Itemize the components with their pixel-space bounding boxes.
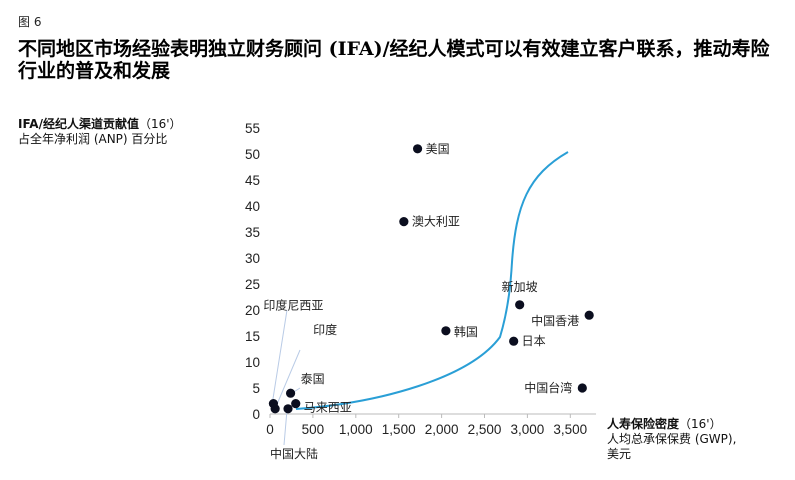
x-axis-label-bold: 人寿保险密度 — [607, 417, 680, 431]
x-tick-label: 1,500 — [382, 422, 416, 437]
point-label: 马来西亚 — [304, 401, 352, 415]
x-tick-label: 2,000 — [425, 422, 459, 437]
point-label: 中国香港 — [531, 313, 579, 328]
y-tick-label: 20 — [245, 303, 260, 318]
y-axis-label-line2: 占全年净利润 (ANP) 百分比 — [18, 132, 168, 146]
y-tick-label: 40 — [245, 199, 260, 214]
data-point — [291, 399, 301, 409]
point-label: 日本 — [522, 334, 546, 348]
y-tick-label: 55 — [245, 121, 260, 136]
y-tick-label: 45 — [245, 173, 260, 188]
x-tick-label: 2,500 — [468, 422, 502, 437]
data-point — [584, 310, 594, 320]
y-tick-label: 10 — [245, 355, 260, 370]
data-point — [515, 300, 525, 310]
data-point — [509, 336, 519, 346]
x-tick-label: 1,000 — [339, 422, 373, 437]
point-label: 中国大陆 — [270, 446, 318, 461]
data-point — [285, 388, 296, 398]
x-axis-label-line3: 美元 — [607, 447, 632, 461]
x-tick-label: 0 — [266, 422, 274, 437]
y-tick-label: 25 — [245, 277, 260, 292]
data-point — [283, 404, 293, 414]
data-point — [412, 144, 423, 154]
figure-label: 图 6 — [18, 15, 42, 29]
data-point — [399, 217, 409, 227]
y-tick-label: 0 — [252, 407, 260, 422]
point-label: 印度 — [313, 322, 337, 337]
x-axis-label: 人寿保险密度（16'） 人均总承保保费 (GWP), 美元 — [607, 417, 736, 462]
point-label: 美国 — [426, 142, 450, 156]
point-label: 澳大利亚 — [412, 215, 460, 229]
label-leader-line — [283, 409, 288, 446]
x-axis-label-suffix: （16'） — [679, 417, 722, 431]
y-tick-label: 15 — [245, 329, 260, 344]
y-tick-label: 50 — [245, 147, 260, 162]
y-axis-label-suffix: （16'） — [138, 117, 182, 131]
label-leader-line — [274, 349, 301, 410]
point-label: 泰国 — [301, 372, 325, 386]
data-point — [441, 326, 451, 336]
y-axis-label: IFA/经纪人渠道贡献值（16'） 占全年净利润 (ANP) 百分比 — [18, 117, 182, 147]
y-tick-label: 5 — [252, 381, 260, 396]
x-tick-label: 3,500 — [553, 422, 587, 437]
point-label: 新加坡 — [502, 279, 538, 294]
x-tick-label: 500 — [302, 422, 325, 437]
y-axis-label-bold: IFA/经纪人渠道贡献值 — [18, 117, 139, 131]
point-label: 韩国 — [454, 324, 478, 339]
trend-curve — [295, 151, 569, 410]
point-label: 印度尼西亚 — [263, 298, 323, 313]
y-tick-label: 35 — [245, 225, 260, 240]
point-label: 中国台湾 — [524, 380, 572, 395]
data-point — [270, 404, 280, 414]
chart-title: 不同地区市场经验表明独立财务顾问 (IFA)/经纪人模式可以有效建立客户联系，推… — [18, 38, 770, 82]
x-tick-label: 3,000 — [511, 422, 545, 437]
label-leader-line — [271, 309, 288, 406]
x-axis-label-line2: 人均总承保保费 (GWP), — [607, 432, 737, 446]
data-point — [577, 383, 587, 393]
y-tick-label: 30 — [245, 251, 260, 266]
